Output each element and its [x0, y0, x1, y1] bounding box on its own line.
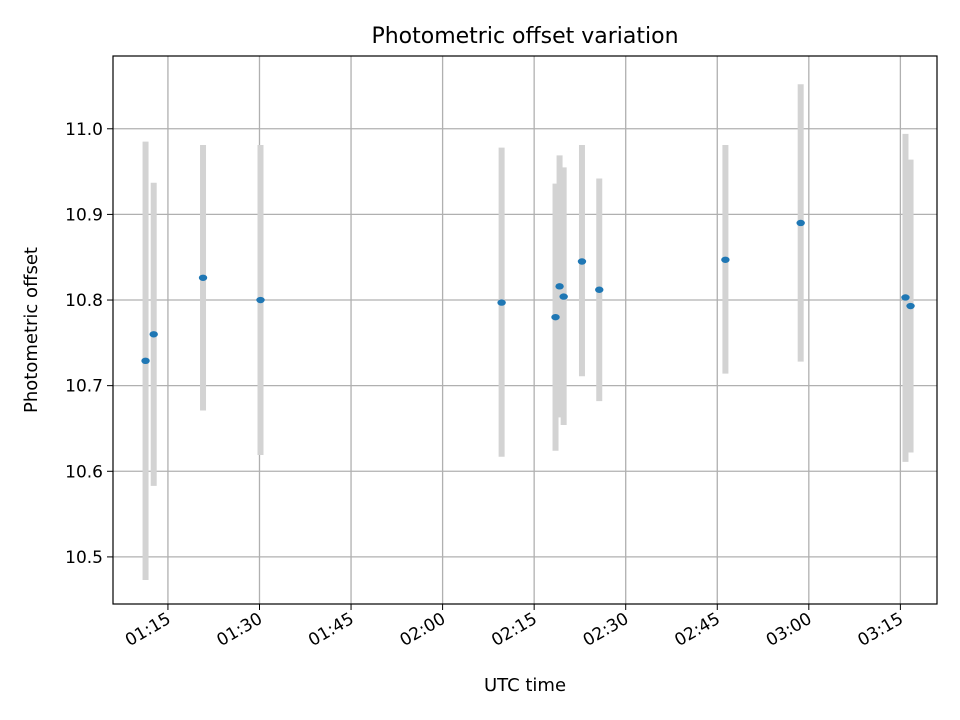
y-axis-ticks: 10.5 10.6 10.7 10.8 10.9 11.0	[65, 120, 113, 568]
x-tick-label: 02:15	[488, 609, 540, 651]
data-point	[559, 293, 568, 300]
data-point	[149, 331, 158, 338]
x-tick-label: 03:15	[854, 609, 906, 651]
data-point	[141, 357, 150, 365]
y-tick-label: 10.8	[65, 291, 103, 311]
data-point	[256, 296, 265, 304]
data-point	[721, 256, 730, 263]
x-tick-label: 02:30	[580, 609, 632, 651]
y-tick-label: 10.7	[65, 377, 103, 397]
y-axis-label: Photometric offset	[21, 247, 42, 413]
data-point	[551, 313, 560, 321]
x-tick-label: 02:45	[671, 609, 723, 651]
y-tick-label: 10.5	[65, 548, 103, 568]
errorbars	[142, 84, 914, 581]
x-tick-label: 01:30	[214, 609, 266, 651]
x-tick-label: 01:15	[122, 609, 174, 651]
x-axis-ticks: 01:15 01:30 01:45 02:00 02:15 02:30 02:45 03:00…	[122, 604, 907, 651]
x-tick-label: 03:00	[763, 609, 815, 651]
data-point	[555, 283, 564, 290]
data-points	[141, 219, 915, 365]
data-point	[497, 299, 506, 306]
data-point	[198, 274, 208, 281]
data-point	[595, 286, 604, 293]
plot-frame	[112, 55, 938, 605]
data-point	[577, 258, 587, 265]
x-tick-label: 02:00	[397, 609, 449, 651]
x-tick-label: 01:45	[305, 609, 357, 651]
data-point	[906, 302, 915, 310]
chart-title: Photometric offset variation	[371, 24, 678, 49]
y-tick-label: 10.9	[65, 205, 103, 225]
grid	[113, 56, 937, 604]
y-tick-label: 11.0	[65, 120, 103, 140]
data-point	[901, 294, 910, 301]
y-tick-label: 10.6	[65, 462, 103, 482]
x-axis-label: UTC time	[484, 675, 566, 696]
data-point	[796, 219, 805, 227]
